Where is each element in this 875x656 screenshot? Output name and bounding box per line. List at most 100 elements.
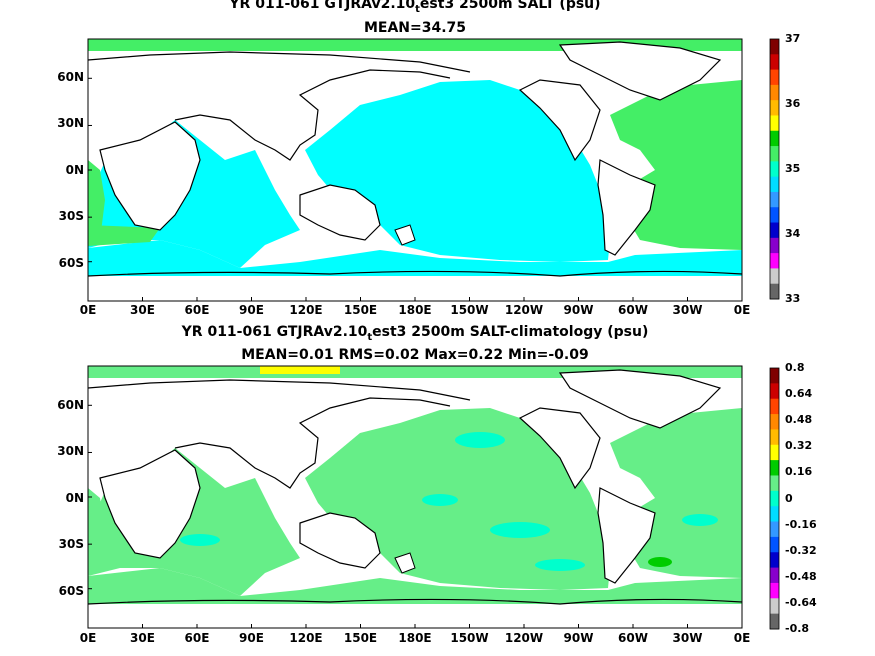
colorbar-swatch — [770, 146, 779, 162]
colorbar-swatch — [770, 536, 779, 553]
anomaly-patch — [490, 522, 550, 538]
panel2-ytick: 30S — [58, 537, 84, 551]
colorbar-label: -0.48 — [785, 569, 817, 583]
anomaly-patch — [648, 557, 672, 567]
panel1-colorbar — [769, 38, 780, 300]
panel1-title-subscript: t — [415, 3, 420, 15]
panel1-xtick: 60W — [618, 303, 648, 317]
colorbar-swatch — [770, 207, 779, 224]
panel2-ytick: 60N — [57, 398, 84, 412]
panel2-ytick: 60S — [58, 584, 84, 598]
colorbar-swatch — [770, 567, 779, 584]
colorbar-label: 35 — [785, 162, 801, 175]
colorbar-label: 0.16 — [785, 465, 813, 479]
panel2-ytick: 0N — [65, 491, 84, 505]
colorbar-swatch — [770, 383, 779, 400]
colorbar-label: 0.64 — [785, 387, 813, 401]
anomaly-patch — [422, 494, 458, 506]
panel1-xtick: 30W — [672, 303, 703, 317]
colorbar-swatch — [770, 84, 779, 101]
australia-outline — [299, 512, 381, 569]
panel2-xtick: 30E — [130, 631, 155, 645]
north-america-outline — [518, 407, 601, 490]
colorbar-swatch — [770, 54, 779, 71]
panel2-xtick: 90W — [563, 631, 594, 645]
panel1-xtick: 60E — [184, 303, 210, 317]
colorbar-swatch — [770, 521, 779, 538]
colorbar-label: 0.8 — [785, 361, 805, 374]
panel1-xtick: 0E — [79, 303, 97, 317]
colorbar-swatch — [770, 39, 779, 55]
east-atlantic — [88, 160, 105, 245]
south-america-outline — [597, 159, 656, 256]
panel1-map — [87, 38, 743, 302]
colorbar-label: 36 — [785, 97, 801, 110]
greenland-canada-outline — [558, 369, 722, 429]
colorbar-label: -0.8 — [785, 622, 810, 635]
colorbar-label: 0 — [785, 491, 793, 505]
panel2-colorbar — [769, 367, 780, 630]
colorbar-swatch — [770, 69, 779, 86]
panel1-xtick: 180E — [398, 303, 432, 317]
colorbar-swatch — [770, 130, 779, 147]
colorbar-swatch — [770, 268, 779, 285]
arctic-coast — [87, 379, 471, 401]
panel1-ytick: 60S — [58, 256, 84, 270]
panel1-xtick: 0E — [733, 303, 751, 317]
colorbar-frame — [769, 38, 780, 300]
panel2-xtick: 180E — [398, 631, 432, 645]
colorbar-swatch — [770, 613, 779, 630]
axis-ticks — [87, 77, 743, 628]
panel2-ytick: 30N — [57, 444, 84, 458]
antarctica-coast — [87, 598, 743, 605]
colorbar-swatch — [770, 429, 779, 446]
colorbar-swatch — [770, 161, 779, 178]
africa-outline — [99, 449, 201, 559]
panel2-title: YR 011-061 GTJRAv2.10test3 2500m SALT-cl… — [0, 324, 830, 343]
panel2-xtick: 90E — [239, 631, 264, 645]
colorbar-swatch — [770, 237, 779, 254]
panel1-xtick: 30E — [130, 303, 155, 317]
colorbar-swatch — [770, 582, 779, 599]
anomaly-patch — [455, 432, 505, 448]
panel1-title-main: YR 011-061 GTJRAv2.10 — [229, 0, 416, 12]
panel2-xtick: 150E — [343, 631, 378, 645]
colorbar-frame — [769, 367, 780, 630]
arctic-coast — [87, 51, 471, 73]
australia-outline — [299, 184, 381, 241]
panel2-subtitle: MEAN=0.01 RMS=0.02 Max=0.22 Min=-0.09 — [241, 347, 589, 363]
africa-outline — [99, 121, 201, 231]
east-atlantic-anomaly — [88, 488, 105, 573]
colorbar-swatch — [770, 115, 779, 132]
anomaly-patch — [682, 514, 718, 526]
colorbar-swatch — [770, 398, 779, 415]
colorbar-swatch — [770, 598, 779, 615]
panel1-ytick: 30S — [58, 209, 84, 223]
southern-ocean — [88, 240, 742, 276]
panel1-ytick: 30N — [57, 116, 84, 130]
colorbar-label: 37 — [785, 32, 801, 45]
colorbar-swatch — [770, 444, 779, 461]
arctic-positive-anomaly — [260, 366, 340, 374]
colorbar-swatch — [770, 253, 779, 269]
panel2-title-tail: est3 2500m SALT-climatology (psu) — [372, 324, 649, 340]
colorbar-swatch — [770, 283, 779, 300]
panel1-ytick: 60N — [57, 70, 84, 84]
anomaly-patch — [535, 559, 585, 571]
panel1-xtick: 90E — [239, 303, 264, 317]
panel2-xtick: 60E — [184, 631, 210, 645]
pacific-ocean — [305, 80, 610, 262]
colorbar-label: -0.16 — [785, 517, 817, 531]
colorbar-swatch — [770, 414, 779, 430]
panel1-xtick: 150E — [343, 303, 378, 317]
southern-anomaly — [88, 568, 742, 604]
colorbar-swatch — [770, 475, 779, 492]
panel2-xtick: 120W — [504, 631, 544, 645]
new-zealand-outline — [394, 552, 416, 574]
colorbar-swatch — [770, 368, 779, 384]
anomaly-patch — [180, 534, 220, 546]
colorbar-swatch — [770, 100, 779, 116]
colorbar-swatch — [770, 552, 779, 569]
eurasia-coast — [174, 69, 451, 161]
